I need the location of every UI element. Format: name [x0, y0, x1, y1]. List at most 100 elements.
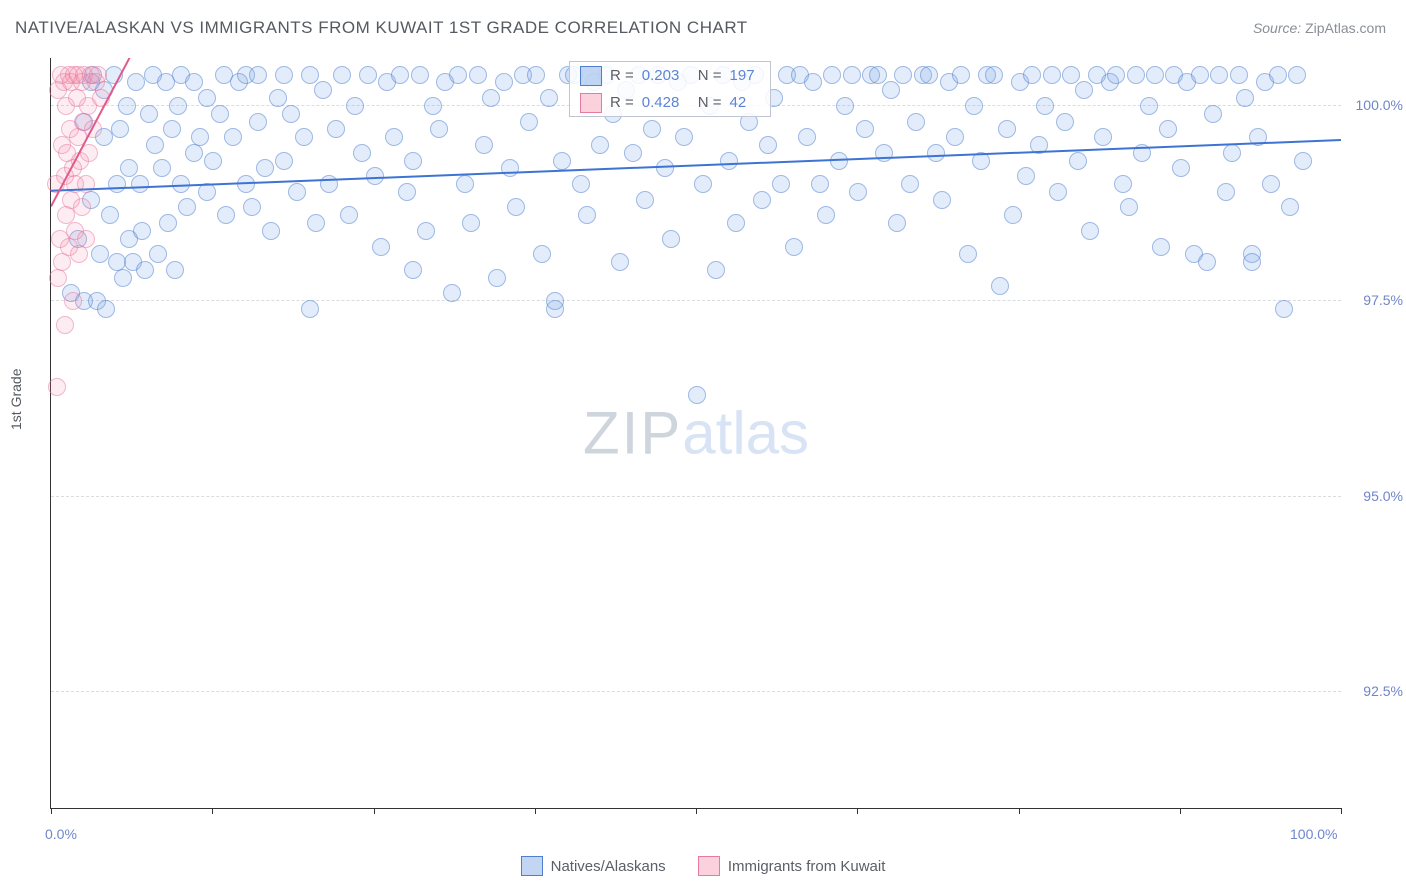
data-point — [882, 81, 900, 99]
x-tick — [857, 808, 858, 814]
legend-swatch-0 — [521, 856, 543, 876]
data-point — [262, 222, 280, 240]
data-point — [314, 81, 332, 99]
data-point — [875, 144, 893, 162]
data-point — [320, 175, 338, 193]
data-point — [89, 66, 107, 84]
data-point — [894, 66, 912, 84]
data-point — [185, 144, 203, 162]
data-point — [849, 183, 867, 201]
data-point — [998, 120, 1016, 138]
data-point — [169, 97, 187, 115]
data-point — [111, 120, 129, 138]
data-point — [1049, 183, 1067, 201]
trend-lines — [51, 58, 1341, 808]
data-point — [70, 245, 88, 263]
data-point — [133, 222, 151, 240]
data-point — [385, 128, 403, 146]
data-point — [449, 66, 467, 84]
data-point — [198, 89, 216, 107]
data-point — [1127, 66, 1145, 84]
data-point — [301, 66, 319, 84]
data-point — [1043, 66, 1061, 84]
data-point — [1075, 81, 1093, 99]
gridline — [51, 691, 1341, 692]
data-point — [527, 66, 545, 84]
data-point — [359, 66, 377, 84]
data-point — [830, 152, 848, 170]
data-point — [836, 97, 854, 115]
data-point — [372, 238, 390, 256]
data-point — [952, 66, 970, 84]
data-point — [80, 144, 98, 162]
data-point — [84, 120, 102, 138]
data-point — [224, 128, 242, 146]
data-point — [1159, 120, 1177, 138]
data-point — [946, 128, 964, 146]
data-point — [1146, 66, 1164, 84]
source-label: Source: ZipAtlas.com — [1253, 20, 1386, 36]
data-point — [243, 198, 261, 216]
data-point — [1249, 128, 1267, 146]
data-point — [888, 214, 906, 232]
data-point — [1191, 66, 1209, 84]
data-point — [198, 183, 216, 201]
data-point — [91, 245, 109, 263]
data-point — [707, 261, 725, 279]
data-point — [430, 120, 448, 138]
data-point — [417, 222, 435, 240]
legend-label-1: Immigrants from Kuwait — [728, 858, 886, 875]
data-point — [404, 152, 422, 170]
data-point — [475, 136, 493, 154]
data-point — [185, 73, 203, 91]
data-point — [53, 253, 71, 271]
data-point — [1236, 89, 1254, 107]
data-point — [49, 269, 67, 287]
data-point — [656, 159, 674, 177]
data-point — [1081, 222, 1099, 240]
data-point — [140, 105, 158, 123]
data-point — [907, 113, 925, 131]
legend-swatch-1 — [698, 856, 720, 876]
data-point — [1140, 97, 1158, 115]
x-tick — [374, 808, 375, 814]
data-point — [77, 230, 95, 248]
data-point — [482, 89, 500, 107]
source-name: ZipAtlas.com — [1305, 20, 1386, 36]
data-point — [1262, 175, 1280, 193]
data-point — [136, 261, 154, 279]
data-point — [553, 152, 571, 170]
data-point — [520, 113, 538, 131]
data-point — [77, 175, 95, 193]
data-point — [131, 175, 149, 193]
data-point — [1120, 198, 1138, 216]
data-point — [1133, 144, 1151, 162]
data-point — [495, 73, 513, 91]
stats-n-label: N = — [698, 94, 722, 111]
data-point — [456, 175, 474, 193]
data-point — [546, 292, 564, 310]
data-point — [811, 175, 829, 193]
data-point — [798, 128, 816, 146]
data-point — [772, 175, 790, 193]
data-point — [237, 175, 255, 193]
data-point — [959, 245, 977, 263]
data-point — [533, 245, 551, 263]
data-point — [404, 261, 422, 279]
data-point — [1217, 183, 1235, 201]
data-point — [540, 89, 558, 107]
data-point — [591, 136, 609, 154]
y-tick-label: 92.5% — [1345, 683, 1403, 699]
data-point — [149, 245, 167, 263]
data-point — [1288, 66, 1306, 84]
data-point — [114, 269, 132, 287]
data-point — [166, 261, 184, 279]
data-point — [307, 214, 325, 232]
data-point — [1062, 66, 1080, 84]
data-point — [1152, 238, 1170, 256]
data-point — [688, 386, 706, 404]
data-point — [301, 300, 319, 318]
data-point — [108, 175, 126, 193]
data-point — [92, 89, 110, 107]
data-point — [217, 206, 235, 224]
